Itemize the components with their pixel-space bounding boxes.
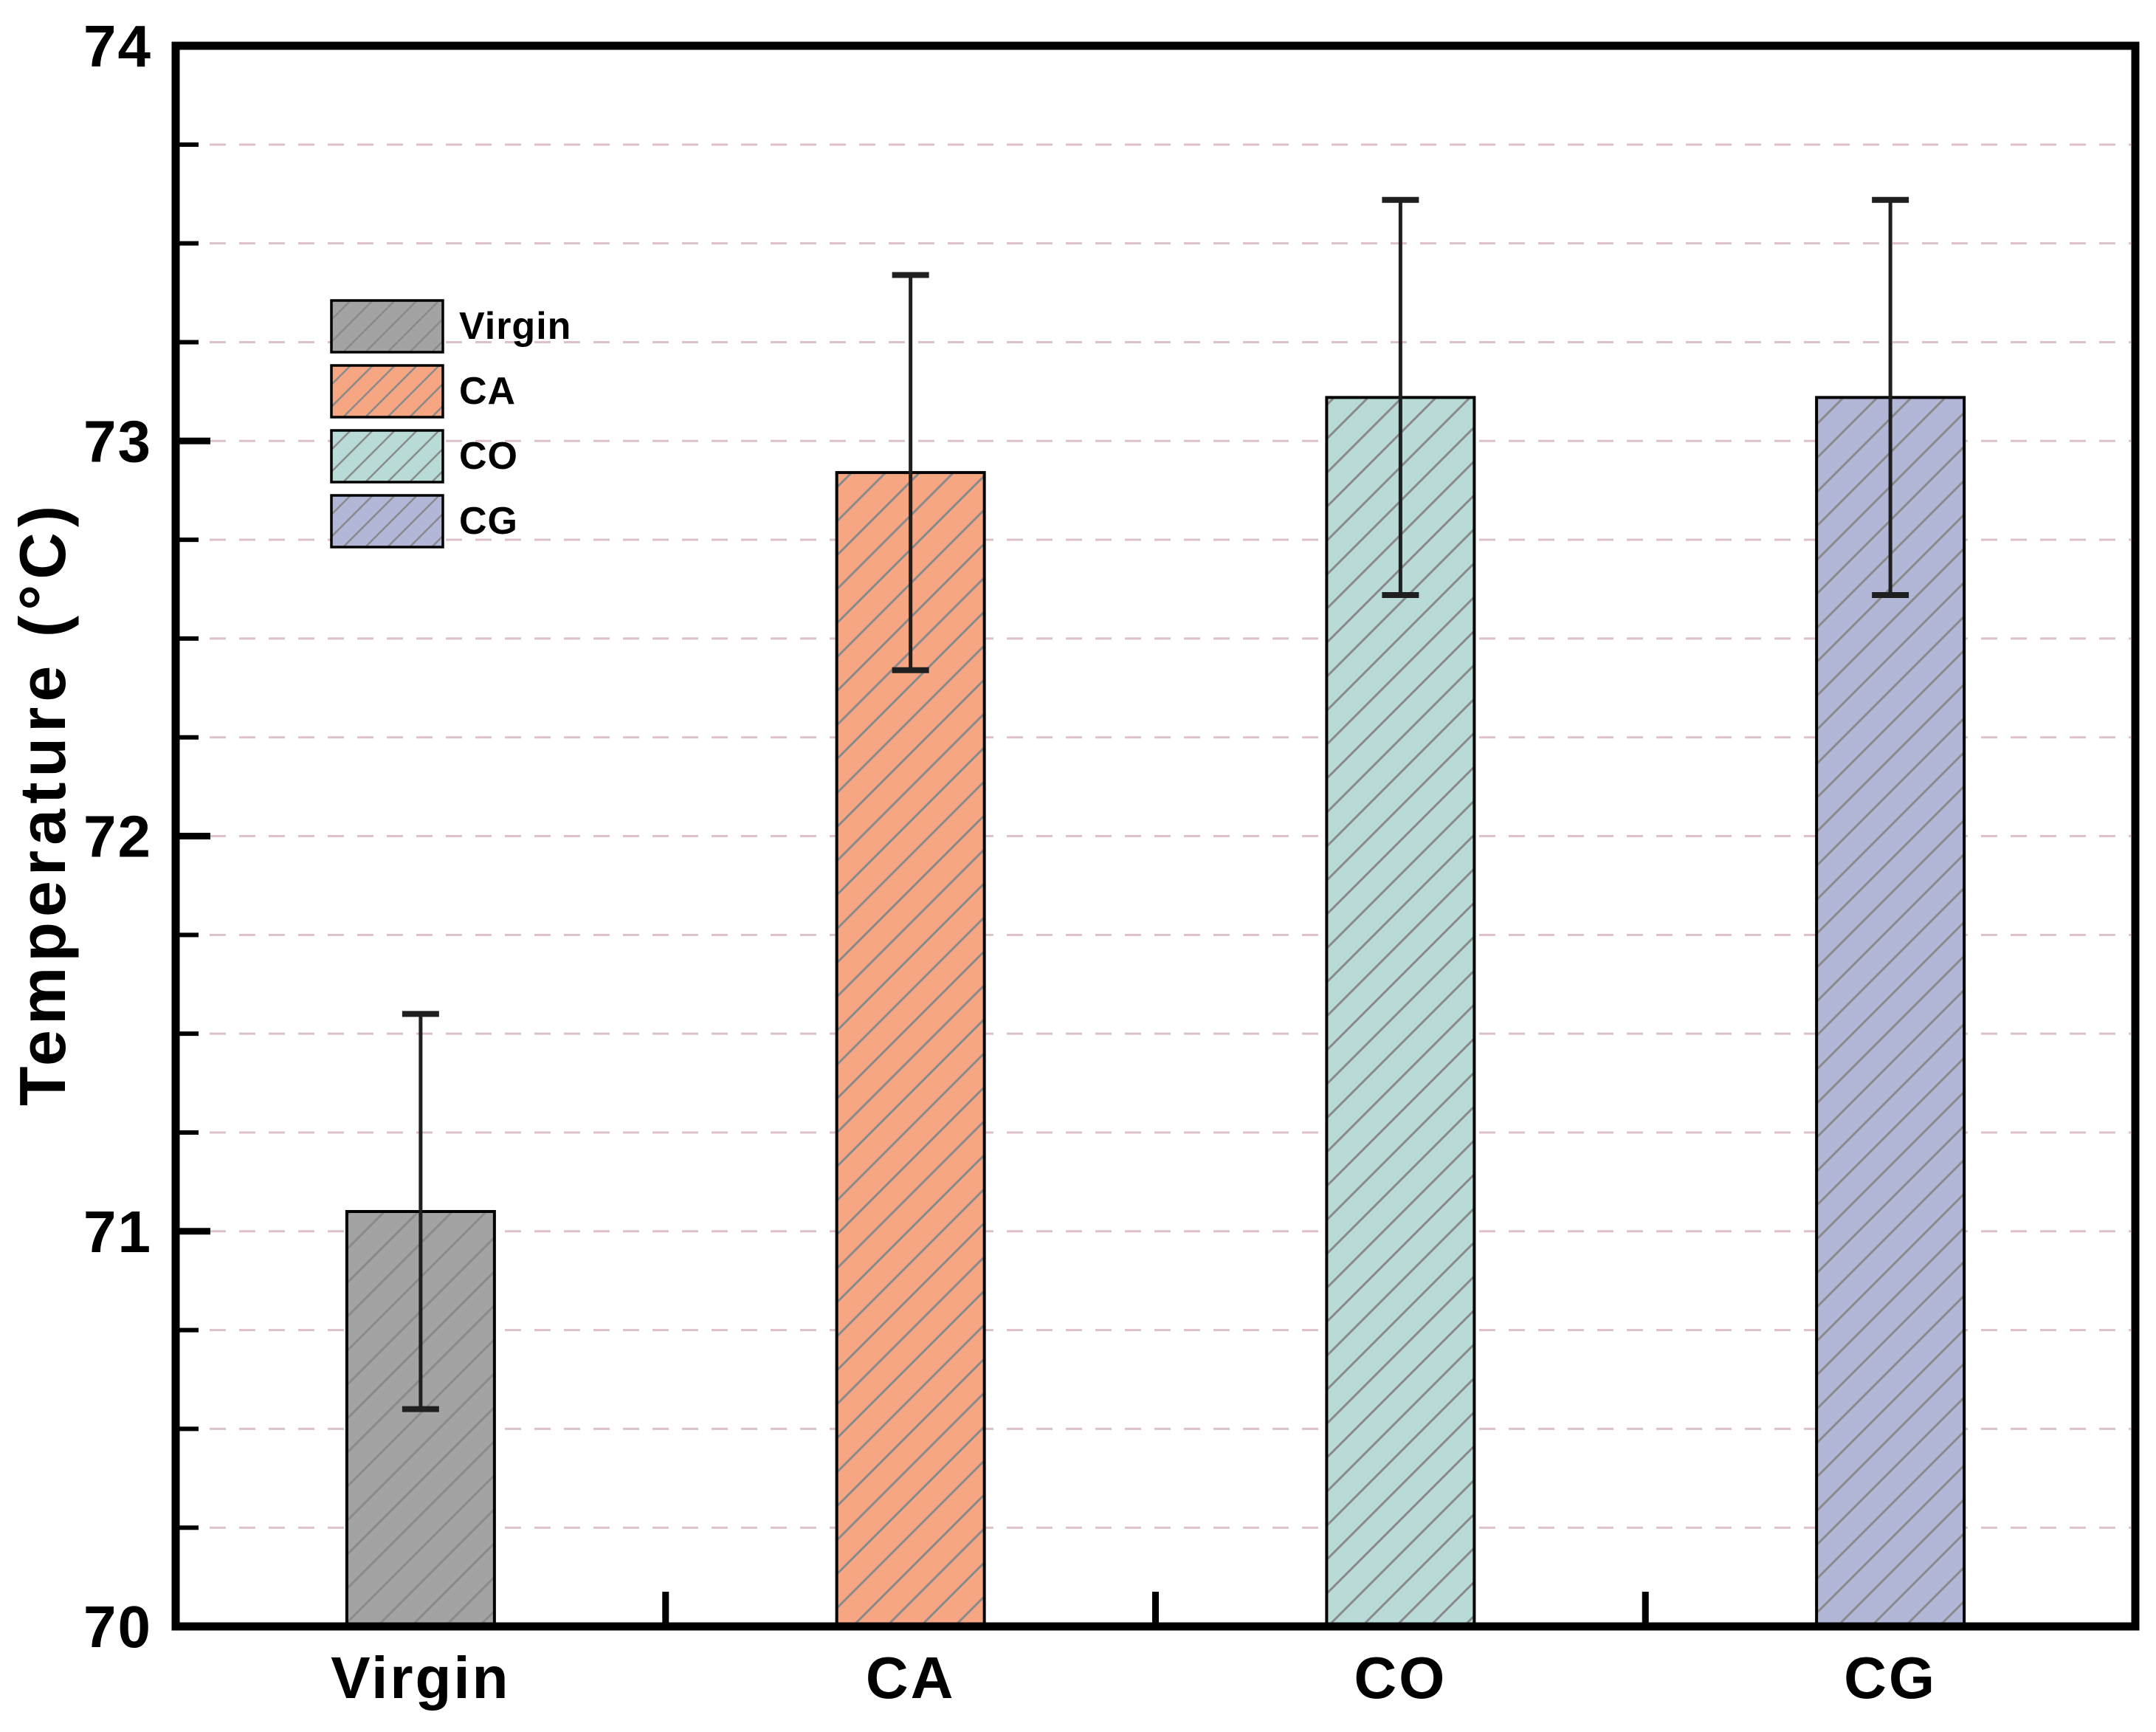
legend-swatch-rect [330,299,444,354]
legend-item-co: CO [330,429,571,484]
bar-cg [1815,396,1966,1628]
error-bar-ca [892,272,929,673]
y-tick-label: 73 [83,408,152,474]
error-bar-virgin [402,1011,439,1412]
legend-item-virgin: Virgin [330,299,571,354]
legend-swatch-virgin [330,299,444,354]
legend-swatch-rect [330,494,444,549]
legend-swatch-rect [330,364,444,419]
x-tick-label-cg: CG [1844,1645,1937,1711]
legend-label-cg: CG [459,500,518,543]
legend-swatch-co [330,429,444,484]
error-bar-co [1382,196,1419,598]
axis-ticks [179,142,1649,1623]
plot-frame [171,41,2140,1631]
legend-swatch-ca [330,364,444,419]
y-tick-label: 72 [83,804,152,870]
y-tick-label: 74 [83,13,152,79]
y-tick-label: 71 [83,1199,152,1265]
legend-item-cg: CG [330,494,571,549]
legend-label-co: CO [459,435,518,478]
error-bar-cg [1872,196,1909,598]
legend-label-ca: CA [459,370,517,413]
legend: Virgin CA CO CG [330,299,571,559]
y-axis-title: Temperature (°C) [6,500,79,1107]
x-tick-label-ca: CA [866,1645,956,1711]
x-tick-label-virgin: Virgin [331,1645,510,1711]
x-tick-label-co: CO [1354,1645,1447,1711]
y-tick-label: 70 [83,1594,152,1660]
legend-item-ca: CA [330,364,571,419]
legend-swatch-rect [330,429,444,484]
gridlines [180,143,2131,1529]
legend-label-virgin: Virgin [459,305,572,348]
legend-swatch-cg [330,494,444,549]
